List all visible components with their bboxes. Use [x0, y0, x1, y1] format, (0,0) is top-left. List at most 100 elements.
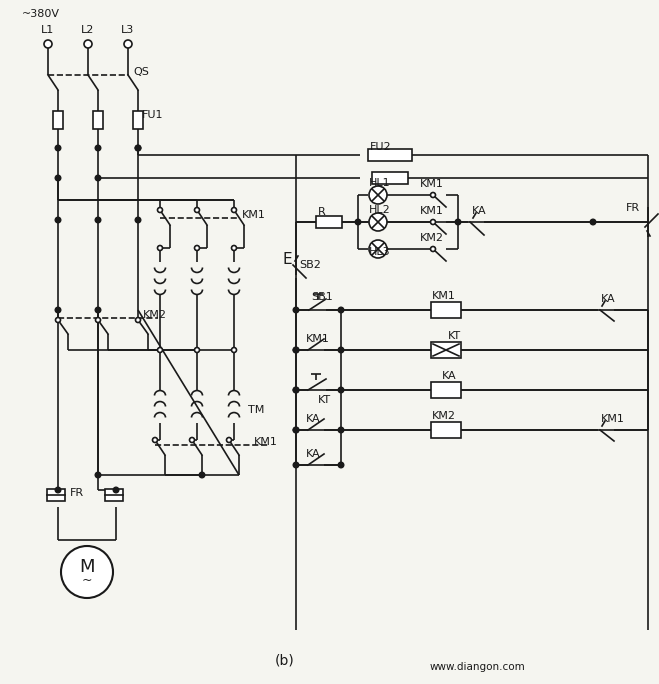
- Bar: [372, 172, 408, 184]
- Circle shape: [369, 240, 387, 258]
- Bar: [133, 111, 143, 129]
- Text: HL3: HL3: [369, 247, 391, 257]
- Circle shape: [194, 246, 200, 250]
- Circle shape: [231, 246, 237, 250]
- Circle shape: [96, 317, 101, 322]
- Text: KT: KT: [318, 395, 331, 405]
- Circle shape: [369, 213, 387, 231]
- Text: R: R: [318, 207, 326, 217]
- Circle shape: [369, 186, 387, 204]
- Circle shape: [293, 387, 299, 393]
- Circle shape: [95, 175, 101, 181]
- Text: KA: KA: [601, 294, 616, 304]
- Circle shape: [124, 40, 132, 48]
- Circle shape: [44, 40, 52, 48]
- Bar: [368, 149, 412, 161]
- Circle shape: [199, 472, 205, 478]
- Circle shape: [136, 317, 140, 322]
- Circle shape: [231, 207, 237, 213]
- Circle shape: [455, 219, 461, 225]
- Text: FR: FR: [70, 488, 84, 498]
- Circle shape: [190, 438, 194, 443]
- Circle shape: [227, 438, 231, 443]
- Text: www.diangon.com: www.diangon.com: [430, 662, 526, 672]
- Circle shape: [293, 428, 299, 433]
- Bar: [105, 489, 123, 501]
- Text: M: M: [79, 558, 95, 576]
- Circle shape: [113, 487, 119, 492]
- Bar: [431, 342, 461, 358]
- Circle shape: [430, 246, 436, 252]
- Text: FR: FR: [626, 203, 640, 213]
- Text: ~380V: ~380V: [22, 9, 60, 19]
- Circle shape: [430, 192, 436, 198]
- Circle shape: [293, 387, 299, 393]
- Bar: [431, 302, 461, 318]
- Circle shape: [55, 218, 61, 223]
- Text: KM1: KM1: [420, 179, 444, 189]
- Circle shape: [158, 246, 163, 250]
- Circle shape: [293, 347, 299, 353]
- Text: E: E: [282, 252, 292, 267]
- Text: FU1: FU1: [142, 110, 163, 120]
- Circle shape: [338, 428, 344, 433]
- Circle shape: [55, 175, 61, 181]
- Circle shape: [95, 218, 101, 223]
- Circle shape: [158, 347, 163, 352]
- Circle shape: [55, 145, 61, 150]
- Text: TM: TM: [248, 405, 264, 415]
- Text: KA: KA: [306, 414, 321, 424]
- Text: KM1: KM1: [306, 334, 330, 344]
- Text: HL1: HL1: [369, 178, 391, 188]
- Text: KM2: KM2: [420, 233, 444, 243]
- Text: FU2: FU2: [370, 142, 391, 152]
- Circle shape: [135, 145, 141, 150]
- Circle shape: [293, 462, 299, 468]
- Bar: [93, 111, 103, 129]
- Text: HL2: HL2: [369, 205, 391, 215]
- Circle shape: [95, 472, 101, 478]
- Bar: [431, 422, 461, 438]
- Circle shape: [590, 219, 596, 225]
- Circle shape: [55, 307, 61, 313]
- Circle shape: [61, 546, 113, 598]
- Text: KM1: KM1: [420, 206, 444, 216]
- Text: KM1: KM1: [432, 291, 456, 301]
- Circle shape: [430, 220, 436, 224]
- Circle shape: [194, 347, 200, 352]
- Circle shape: [355, 219, 360, 225]
- Text: KM1: KM1: [601, 414, 625, 424]
- Circle shape: [55, 317, 61, 322]
- Bar: [53, 111, 63, 129]
- Text: KM1: KM1: [254, 437, 278, 447]
- Circle shape: [293, 307, 299, 313]
- Text: KA: KA: [472, 206, 486, 216]
- Text: ~: ~: [82, 573, 92, 586]
- Text: L2: L2: [81, 25, 94, 35]
- Bar: [431, 382, 461, 398]
- Circle shape: [338, 462, 344, 468]
- Text: KA: KA: [306, 449, 321, 459]
- Circle shape: [152, 438, 158, 443]
- Circle shape: [55, 487, 61, 492]
- Text: SB1: SB1: [311, 292, 333, 302]
- Text: KA: KA: [442, 371, 457, 381]
- Text: L1: L1: [41, 25, 54, 35]
- Circle shape: [84, 40, 92, 48]
- Circle shape: [158, 207, 163, 213]
- Circle shape: [95, 307, 101, 313]
- Circle shape: [135, 218, 141, 223]
- Circle shape: [194, 207, 200, 213]
- Bar: [316, 216, 342, 228]
- Text: KM2: KM2: [143, 310, 167, 320]
- Text: QS: QS: [133, 67, 149, 77]
- Text: L3: L3: [121, 25, 134, 35]
- Circle shape: [338, 347, 344, 353]
- Text: KM1: KM1: [242, 210, 266, 220]
- Text: SB2: SB2: [299, 260, 321, 270]
- Circle shape: [338, 387, 344, 393]
- Circle shape: [293, 428, 299, 433]
- Circle shape: [338, 307, 344, 313]
- Text: KT: KT: [448, 331, 461, 341]
- Bar: [47, 489, 65, 501]
